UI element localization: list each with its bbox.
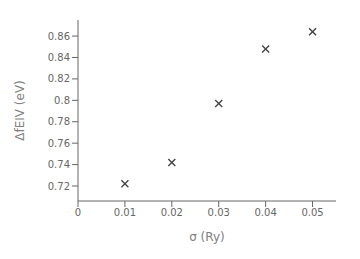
svg-text:0.72: 0.72 [48,181,70,192]
svg-text:0.82: 0.82 [48,73,70,84]
svg-text:0.86: 0.86 [48,31,70,42]
svg-text:0.84: 0.84 [48,52,70,63]
svg-text:ΔfEIV (eV): ΔfEIV (eV) [13,80,27,141]
svg-text:0.78: 0.78 [48,116,70,127]
svg-text:0.04: 0.04 [255,207,277,218]
svg-text:σ (Ry): σ (Ry) [189,230,225,244]
svg-text:0.03: 0.03 [208,207,230,218]
svg-text:0.01: 0.01 [114,207,136,218]
svg-text:0: 0 [75,207,81,218]
svg-text:0.05: 0.05 [301,207,323,218]
svg-text:0.74: 0.74 [48,159,70,170]
svg-text:0.76: 0.76 [48,138,70,149]
svg-text:0.02: 0.02 [161,207,183,218]
svg-text:0.8: 0.8 [54,95,70,106]
